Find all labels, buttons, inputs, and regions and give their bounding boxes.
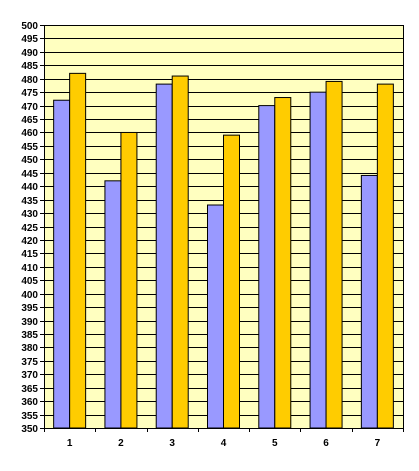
x-tick-label: 5 — [272, 438, 278, 449]
y-tick-label: 365 — [21, 384, 38, 395]
y-tick-label: 405 — [21, 276, 38, 287]
bar-series-2-cat-1 — [69, 72, 87, 429]
x-tick-label: 2 — [118, 438, 124, 449]
bar-series-1-cat-2 — [104, 180, 122, 429]
y-tick-labels: 350 355 360 365 370 375 380 385 390 395 400 405 410 4… — [21, 21, 38, 435]
bar-series-1-cat-4 — [207, 204, 224, 429]
y-tick-label: 445 — [21, 169, 38, 180]
bar-series-2-cat-4 — [223, 134, 240, 429]
y-tick-label: 410 — [21, 263, 38, 274]
y-tick-label: 385 — [21, 330, 38, 341]
y-tick-label: 415 — [21, 249, 38, 260]
bar-series-1-cat-5 — [258, 105, 276, 429]
x-tick-label: 6 — [323, 438, 329, 449]
bar-series-2-cat-6 — [325, 80, 343, 429]
axes — [40, 25, 404, 432]
y-tick-label: 475 — [21, 88, 38, 99]
bar-series-1-cat-6 — [309, 91, 327, 429]
y-tick-label: 500 — [21, 21, 38, 32]
y-tick-label: 480 — [21, 75, 38, 86]
y-tick-label: 390 — [21, 317, 38, 328]
plot-border — [44, 25, 404, 429]
y-tick-label: 440 — [21, 182, 38, 193]
x-tick-label: 1 — [67, 438, 73, 449]
x-tick-labels: 1 2 3 4 5 6 7 — [67, 438, 381, 449]
y-tick-label: 370 — [21, 370, 38, 381]
y-tick-label: 400 — [21, 290, 38, 301]
y-tick-label: 395 — [21, 303, 38, 314]
y-tick-label: 355 — [21, 411, 38, 422]
y-tick-label: 375 — [21, 357, 38, 368]
bar-series-1-cat-1 — [53, 99, 71, 429]
bar-series-2-cat-5 — [274, 97, 292, 429]
y-tick-label: 360 — [21, 397, 38, 408]
bar-series-1-cat-3 — [155, 83, 173, 429]
y-tick-label: 455 — [21, 142, 38, 153]
bar-series-2-cat-2 — [120, 131, 138, 429]
y-tick-label: 435 — [21, 196, 38, 207]
bar-series-2-cat-7 — [376, 83, 394, 429]
y-tick-label: 380 — [21, 343, 38, 354]
x-tick-label: 7 — [375, 438, 381, 449]
y-tick-label: 460 — [21, 128, 38, 139]
y-tick-label: 485 — [21, 61, 38, 72]
y-tick-label: 420 — [21, 236, 38, 247]
bar-series-2-cat-3 — [171, 75, 189, 429]
y-tick-label: 490 — [21, 48, 38, 59]
bar-series-1-cat-7 — [360, 174, 378, 429]
y-tick-label: 350 — [21, 424, 38, 435]
bars — [53, 72, 394, 429]
y-tick-label: 450 — [21, 155, 38, 166]
y-tick-label: 495 — [21, 34, 38, 45]
x-tick-label: 3 — [169, 438, 175, 449]
y-tick-label: 430 — [21, 209, 38, 220]
x-tick-label: 4 — [221, 438, 227, 449]
y-tick-label: 425 — [21, 223, 38, 234]
y-tick-label: 470 — [21, 102, 38, 113]
y-tick-label: 465 — [21, 115, 38, 126]
